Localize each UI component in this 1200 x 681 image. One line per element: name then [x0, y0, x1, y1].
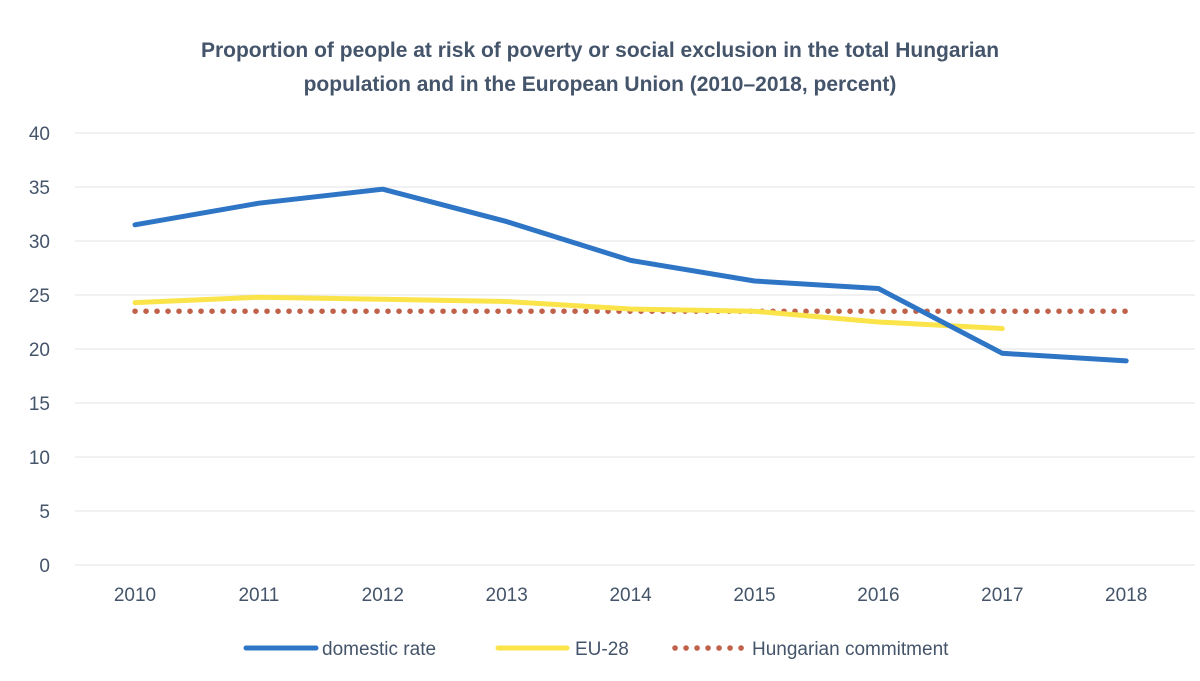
y-tick-label-30: 30 — [29, 232, 50, 253]
chart-title-line-2: population and in the European Union (20… — [303, 73, 897, 96]
legend-label-eu-28: EU-28 — [575, 639, 629, 660]
chart-title-line-1: Proportion of people at risk of poverty … — [200, 39, 1000, 62]
x-tick-label-2010: 2010 — [114, 585, 156, 606]
legend-label-hungarian-commitment: Hungarian commitment — [752, 639, 949, 660]
y-tick-label-20: 20 — [29, 340, 50, 361]
y-tick-label-25: 25 — [29, 286, 50, 307]
y-tick-label-10: 10 — [29, 448, 50, 469]
y-tick-label-0: 0 — [39, 556, 50, 577]
x-tick-label-2013: 2013 — [486, 585, 528, 606]
y-tick-label-5: 5 — [39, 502, 50, 523]
series-line-eu-28 — [132, 294, 1005, 331]
legend-label-domestic-rate: domestic rate — [322, 639, 436, 660]
y-tick-label-40: 40 — [29, 124, 50, 145]
x-tick-label-2015: 2015 — [733, 585, 775, 606]
series-line-domestic-rate — [132, 186, 1129, 364]
chart-title: Proportion of people at risk of poverty … — [120, 34, 1080, 102]
x-tick-label-2011: 2011 — [238, 585, 279, 606]
x-tick-label-2012: 2012 — [362, 585, 404, 606]
y-tick-label-15: 15 — [29, 394, 50, 415]
y-tick-label-35: 35 — [29, 178, 50, 199]
x-tick-label-2016: 2016 — [857, 585, 899, 606]
x-tick-label-2014: 2014 — [609, 585, 652, 606]
x-tick-label-2018: 2018 — [1105, 585, 1147, 606]
x-tick-label-2017: 2017 — [981, 585, 1023, 606]
